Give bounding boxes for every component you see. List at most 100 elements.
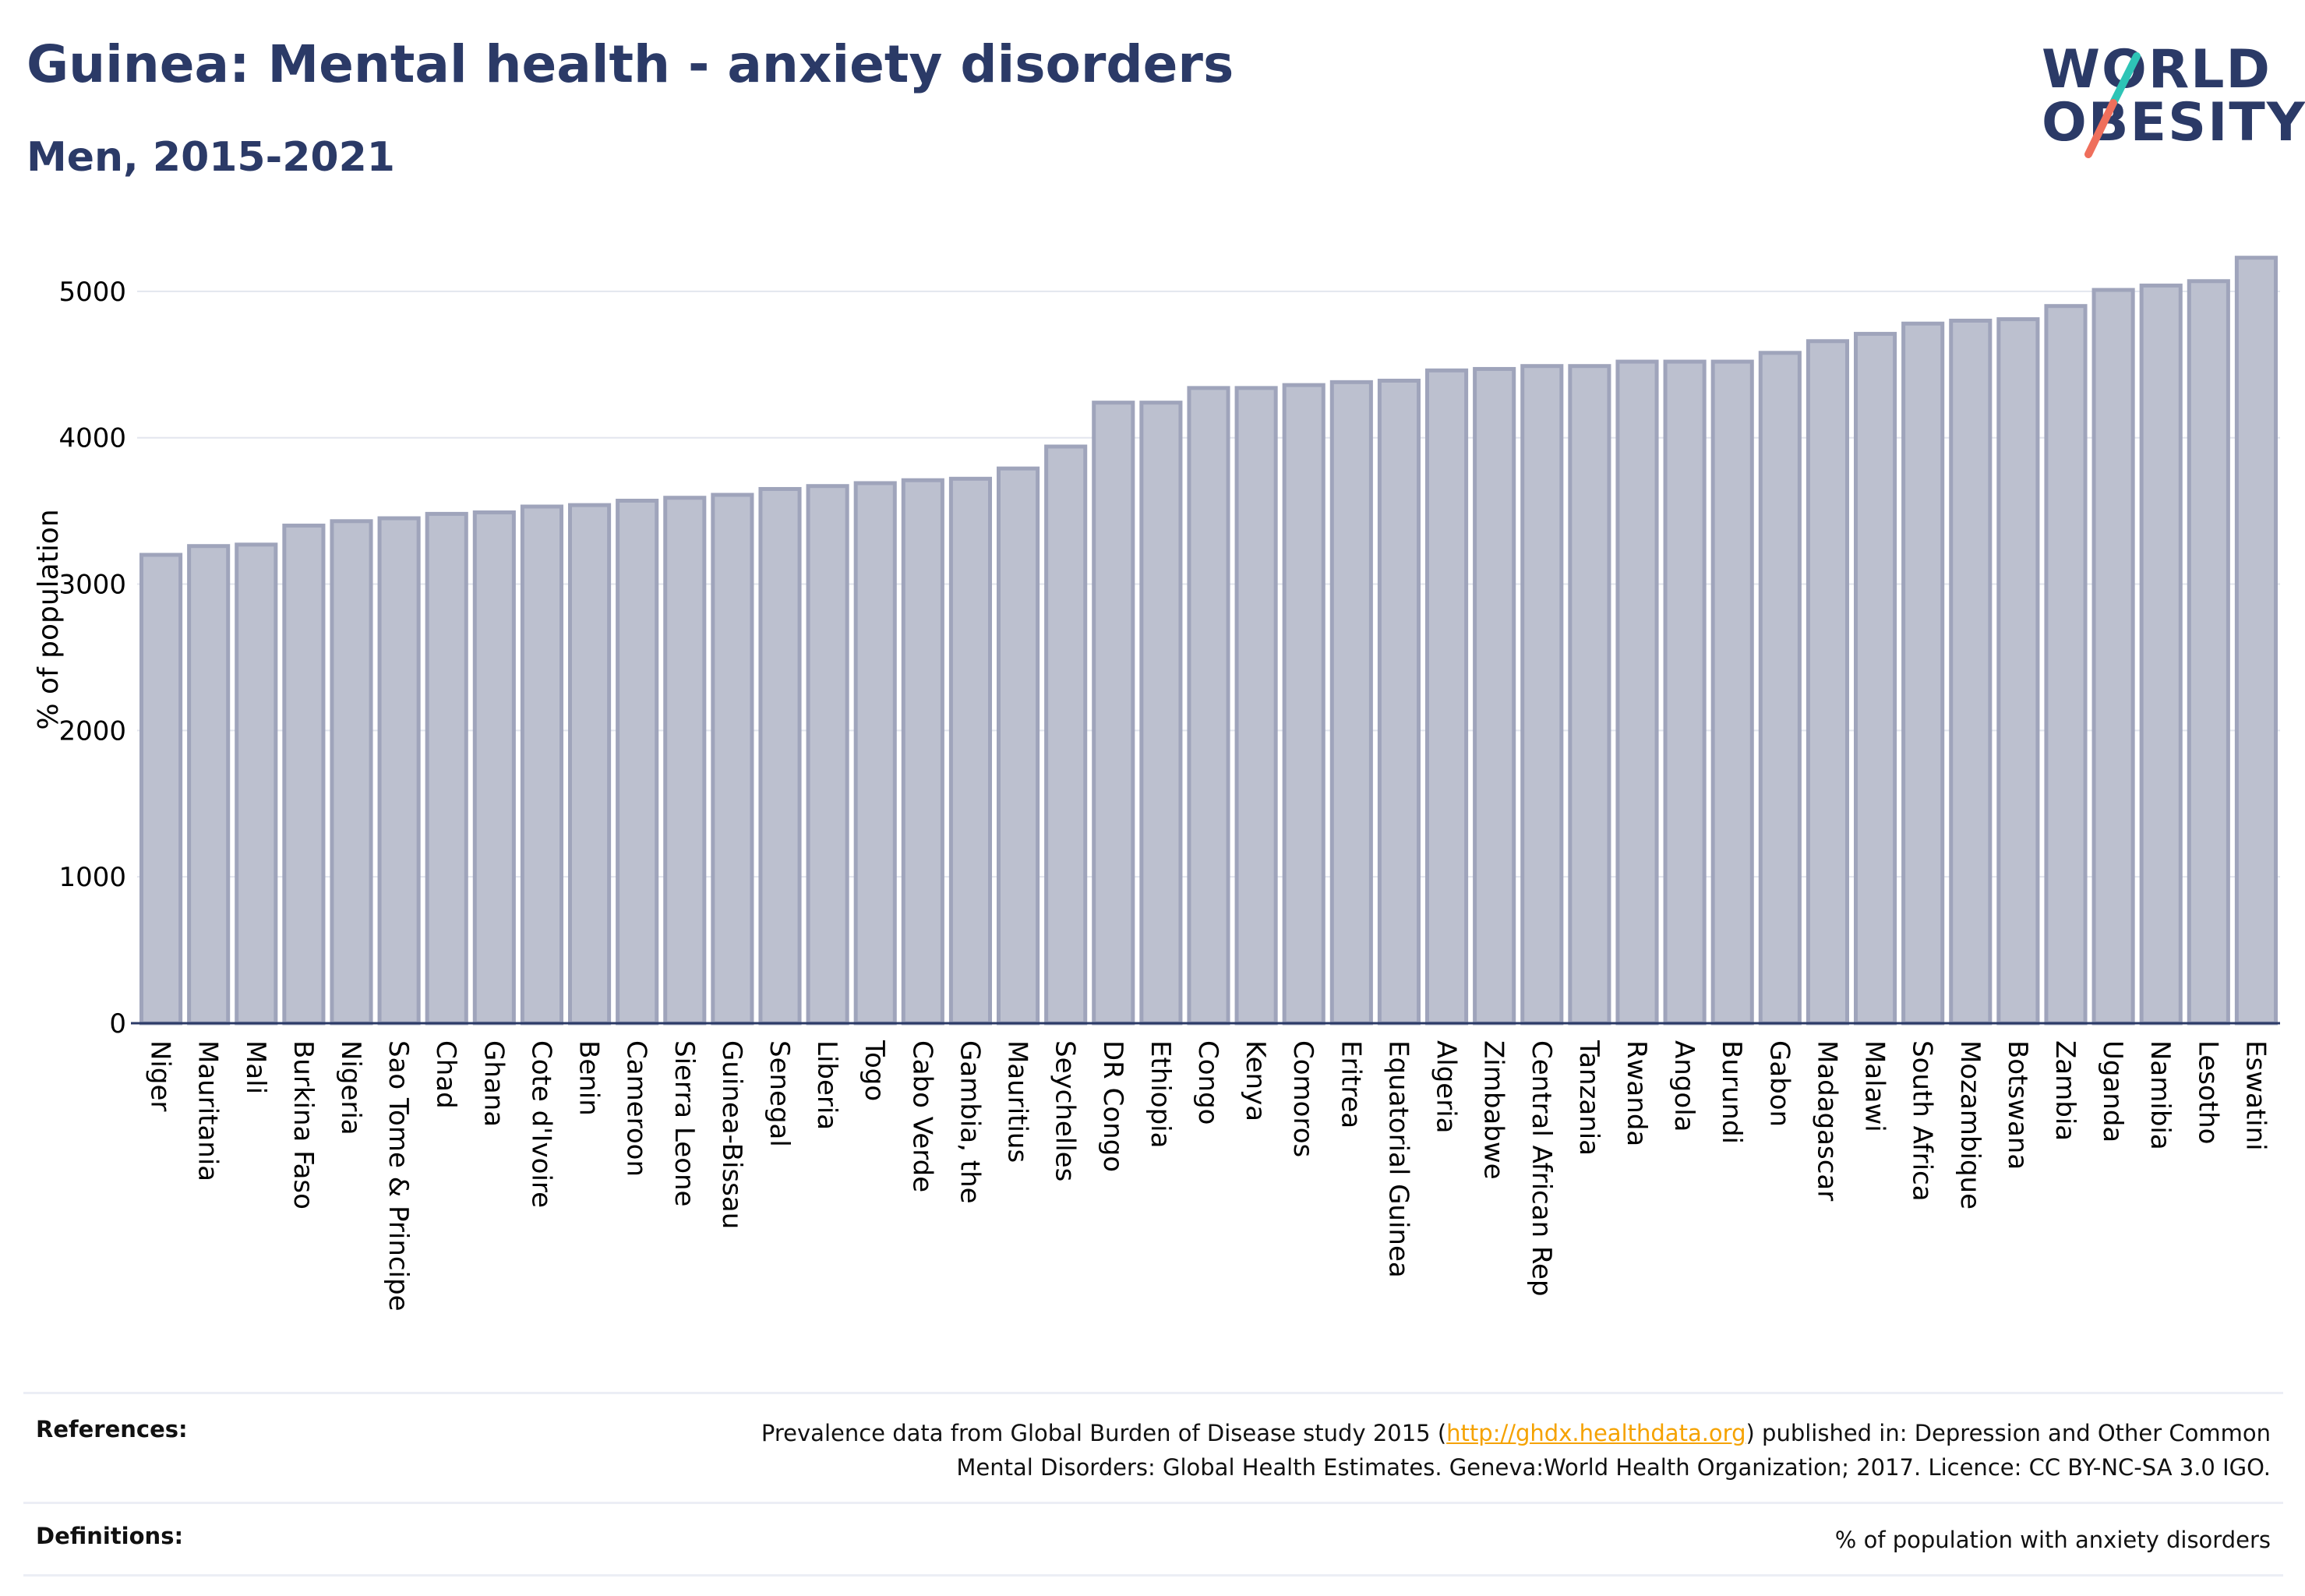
x-tick-label: Mali [240, 1040, 271, 1094]
references-panel: References: Prevalence data from Global … [23, 1392, 2283, 1577]
x-tick-label: Botswana [2002, 1040, 2033, 1170]
bar-gabon [1758, 351, 1802, 1026]
bar-cabo-verde [901, 478, 944, 1026]
bar-chart: Niger Mauritania Mali Burkina Faso Nigeria Sa… [33, 256, 2280, 1312]
references-text-line2: Mental Disorders: Global Health Estimate… [956, 1454, 2271, 1481]
x-tick-label: Burkina Faso [288, 1040, 319, 1209]
y-tick-label: 1000 [58, 862, 126, 893]
bar-mauritania [187, 544, 231, 1026]
bar-sierra-leone [663, 496, 707, 1026]
x-tick-label: Chad [430, 1040, 461, 1109]
x-tick-label: Equatorial Guinea [1382, 1040, 1414, 1278]
x-tick-label: Ethiopia [1145, 1040, 1176, 1148]
bar-mozambique [1949, 318, 1993, 1026]
x-tick-label: Kenya [1240, 1040, 1271, 1121]
bar-tanzania [1568, 364, 1611, 1026]
page-subtitle: Men, 2015-2021 [26, 134, 395, 181]
x-tick-label: Gambia, the [954, 1040, 985, 1204]
references-text-after: ) published in: Depression and Other Com… [1746, 1420, 2271, 1446]
x-tick-label: Seychelles [1050, 1040, 1081, 1181]
definitions-label: Definitions: [36, 1523, 184, 1549]
bar-south-africa [1901, 321, 1945, 1026]
x-tick-label: Burundi [1716, 1040, 1747, 1144]
x-tick-label: Mauritania [192, 1040, 224, 1181]
references-row: References: Prevalence data from Global … [23, 1394, 2283, 1502]
bar-mali [235, 542, 278, 1026]
x-tick-label: Angola [1668, 1040, 1700, 1132]
x-tick-label: Zimbabwe [1478, 1040, 1509, 1180]
definitions-text: % of population with anxiety disorders [1834, 1527, 2271, 1553]
x-tick-label: Mozambique [1954, 1040, 1986, 1209]
x-tick-label: Madagascar [1811, 1040, 1842, 1201]
page-title: Guinea: Mental health - anxiety disorder… [26, 34, 1234, 94]
x-tick-label: Eswatini [2240, 1040, 2271, 1151]
x-tick-label: Eritrea [1335, 1040, 1366, 1128]
x-tick-label: Zambia [2049, 1040, 2081, 1141]
y-tick-label: 5000 [58, 277, 126, 308]
bar-ghana [472, 510, 516, 1026]
x-tick-label: Senegal [764, 1040, 795, 1147]
bar-cote-d-ivoire [520, 504, 564, 1026]
x-tick-labels: Niger Mauritania Mali Burkina Faso Nigeria Sa… [145, 1040, 2271, 1312]
bar-uganda [2091, 288, 2135, 1026]
bar-cameroon [616, 498, 659, 1026]
divider [23, 1574, 2283, 1577]
bar-botswana [1996, 317, 2040, 1026]
y-tick-label: 2000 [58, 715, 126, 747]
y-tick-labels: 0 1000 2000 3000 4000 5000 [58, 277, 126, 1040]
bar-madagascar [1806, 339, 1850, 1026]
x-tick-label: Gabon [1763, 1040, 1795, 1127]
x-tick-label: Congo [1192, 1040, 1223, 1125]
x-tick-label: Malawi [1859, 1040, 1890, 1132]
x-tick-label: Guinea-Bissau [716, 1040, 747, 1229]
bar-equatorial-guinea [1377, 378, 1421, 1026]
bar-burkina-faso [282, 523, 326, 1026]
x-tick-label: Central African Rep [1526, 1040, 1557, 1297]
x-tick-label: DR Congo [1097, 1040, 1128, 1172]
x-tick-label: Lesotho [2192, 1040, 2223, 1144]
bars [139, 256, 2279, 1026]
x-tick-label: Niger [145, 1040, 176, 1111]
bar-rwanda [1615, 359, 1659, 1026]
x-tick-label: Benin [574, 1040, 605, 1116]
x-tick-label: Liberia [811, 1040, 842, 1130]
y-tick-label: 3000 [58, 570, 126, 601]
x-tick-label: Sao Tome & Principe [383, 1040, 414, 1312]
bar-guinea-bissau [711, 493, 754, 1026]
bar-liberia [806, 484, 849, 1026]
bar-lesotho [2187, 279, 2230, 1026]
bar-eritrea [1329, 380, 1373, 1026]
bar-comoros [1282, 383, 1325, 1026]
y-tick-label: 0 [109, 1008, 126, 1040]
x-tick-label: Namibia [2144, 1040, 2176, 1150]
logo-slash-icon [2084, 52, 2141, 158]
bar-congo [1187, 386, 1230, 1026]
references-text-before: Prevalence data from Global Burden of Di… [761, 1420, 1447, 1446]
bar-ethiopia [1139, 401, 1183, 1026]
bar-central-african-rep [1520, 364, 1564, 1026]
bar-kenya [1234, 386, 1278, 1026]
bar-zimbabwe [1473, 366, 1516, 1026]
bar-dr-congo [1092, 401, 1135, 1026]
definitions-row: Definitions: % of population with anxiet… [23, 1504, 2283, 1574]
y-axis-label: % of population [33, 509, 65, 729]
logo-line-2: OBESITY [2042, 92, 2305, 154]
references-link[interactable]: http://ghdx.healthdata.org [1446, 1420, 1746, 1446]
bar-eswatini [2234, 256, 2279, 1026]
x-tick-label: Mauritius [1002, 1040, 1033, 1163]
x-tick-label: Togo [859, 1040, 890, 1101]
bar-zambia [2044, 304, 2088, 1026]
x-tick-label: Nigeria [335, 1040, 366, 1135]
bar-togo [853, 481, 897, 1026]
bar-gambia-the [948, 476, 993, 1026]
x-tick-label: Rwanda [1621, 1040, 1652, 1146]
logo-line-1: WORLD [2042, 39, 2271, 101]
bar-angola [1663, 359, 1707, 1026]
x-tick-label: Sierra Leone [669, 1040, 700, 1206]
x-tick-label: Cameroon [621, 1040, 652, 1177]
bar-burundi [1710, 359, 1754, 1026]
y-tick-label: 4000 [58, 423, 126, 454]
x-tick-label: Cote d'Ivoire [525, 1040, 556, 1208]
x-tick-label: Comoros [1287, 1040, 1318, 1157]
references-label: References: [36, 1416, 188, 1442]
